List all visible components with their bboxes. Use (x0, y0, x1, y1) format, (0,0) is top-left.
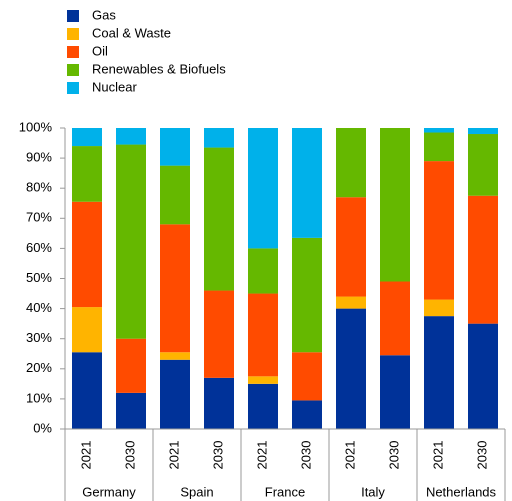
bar-segment (336, 308, 366, 429)
y-tick-label: 50% (26, 270, 52, 285)
bar-segment (204, 377, 234, 429)
bar-segment (292, 400, 322, 429)
bar-segment (248, 376, 278, 384)
bar-segment (292, 128, 322, 238)
y-tick-label: 20% (26, 360, 52, 375)
bar-segment (72, 307, 102, 353)
legend-swatch (67, 46, 79, 58)
x-tick-label: 2030 (298, 441, 313, 470)
y-tick-label: 0% (33, 420, 52, 435)
group-label: France (265, 484, 305, 499)
legend-label: Nuclear (92, 79, 137, 94)
bar-segment (72, 352, 102, 429)
bar-segment (248, 293, 278, 377)
y-tick-label: 30% (26, 330, 52, 345)
legend-label: Renewables & Biofuels (92, 61, 226, 76)
bar-segment (248, 248, 278, 294)
bar-segment (468, 195, 498, 324)
bar-segment (72, 128, 102, 147)
x-tick-label: 2021 (430, 441, 445, 470)
legend-label: Oil (92, 43, 108, 58)
bar-segment (204, 128, 234, 148)
bar-segment (160, 128, 190, 166)
bar-segment (292, 352, 322, 401)
y-tick-label: 60% (26, 240, 52, 255)
bar-segment (116, 144, 146, 339)
bar-segment (336, 296, 366, 309)
bar-segment (116, 392, 146, 429)
bar-segment (160, 165, 190, 225)
bar-segment (336, 128, 366, 198)
group-label: Netherlands (426, 484, 497, 499)
bar-segment (116, 338, 146, 393)
bar-segment (204, 147, 234, 291)
x-tick-label: 2030 (122, 441, 137, 470)
legend-swatch (67, 82, 79, 94)
bar-segment (336, 197, 366, 297)
x-tick-label: 2030 (210, 441, 225, 470)
bar-segment (380, 355, 410, 429)
y-tick-label: 90% (26, 150, 52, 165)
bar-segment (204, 290, 234, 378)
x-tick-label: 2021 (78, 441, 93, 470)
y-tick-label: 70% (26, 210, 52, 225)
bar-segment (424, 299, 454, 317)
legend-swatch (67, 64, 79, 76)
bar-segment (380, 281, 410, 356)
x-tick-label: 2021 (342, 441, 357, 470)
bar-segment (248, 383, 278, 429)
x-tick-label: 2030 (386, 441, 401, 470)
y-tick-label: 80% (26, 180, 52, 195)
bar-segment (72, 201, 102, 308)
group-label: Germany (82, 484, 136, 499)
legend-label: Gas (92, 7, 116, 22)
bar-segment (116, 128, 146, 145)
bar-segment (468, 128, 498, 135)
legend-swatch (67, 10, 79, 22)
y-tick-label: 100% (19, 119, 53, 134)
y-tick-label: 10% (26, 390, 52, 405)
bar-segment (424, 316, 454, 429)
bar-segment (160, 359, 190, 429)
y-tick-label: 40% (26, 300, 52, 315)
bar-segment (424, 128, 454, 133)
legend-swatch (67, 28, 79, 40)
bar-segment (424, 132, 454, 162)
group-label: Spain (180, 484, 213, 499)
bar-segment (160, 352, 190, 360)
x-tick-label: 2030 (474, 441, 489, 470)
bar-segment (248, 128, 278, 249)
group-label: Italy (361, 484, 385, 499)
bar-segment (292, 237, 322, 353)
bar-segment (468, 323, 498, 429)
bar-segment (468, 134, 498, 196)
x-tick-label: 2021 (166, 441, 181, 470)
bar-segment (424, 161, 454, 300)
bar-segment (72, 146, 102, 202)
bar-segment (380, 128, 410, 282)
legend-label: Coal & Waste (92, 25, 171, 40)
bar-segment (160, 224, 190, 353)
x-tick-label: 2021 (254, 441, 269, 470)
